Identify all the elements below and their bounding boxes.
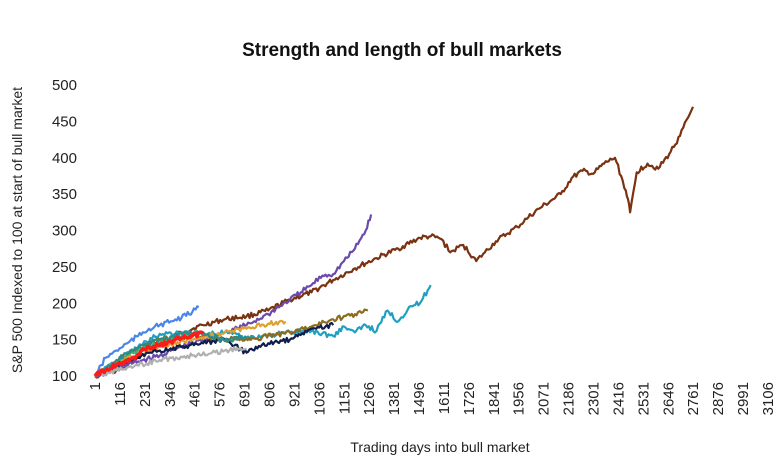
x-tick-label: 1151: [336, 382, 353, 414]
x-axis-label: Trading days into bull market: [350, 439, 529, 455]
series-line: [94, 330, 248, 378]
series-line: [94, 346, 248, 377]
x-tick-label: 231: [137, 382, 154, 407]
x-tick-label: 1381: [386, 382, 403, 415]
x-tick-label: 3106: [760, 382, 777, 415]
y-tick-label: 250: [52, 259, 77, 276]
x-tick-label: 2186: [561, 382, 578, 415]
x-tick-label: 1956: [511, 382, 528, 415]
x-tick-label: 1496: [411, 382, 428, 415]
series-line: [94, 305, 200, 377]
series-line: [94, 319, 287, 377]
x-tick-label: 2991: [735, 382, 752, 415]
x-tick-label: 921: [286, 382, 303, 407]
series-line: [93, 330, 205, 378]
y-axis-label: S&P 500 Indexed to 100 at start of bull …: [9, 87, 25, 373]
x-tick-label: 116: [112, 382, 129, 406]
x-tick-label: 1726: [461, 382, 478, 415]
x-tick-label: 691: [237, 382, 254, 407]
x-tick-label: 346: [162, 382, 179, 407]
y-axis-ticks: 100 150 200 250 300 350 400 450 500: [52, 77, 77, 385]
x-tick-label: 2646: [660, 382, 677, 415]
y-tick-label: 300: [52, 223, 77, 240]
series-line: [94, 214, 373, 378]
x-tick-label: 1611: [436, 382, 453, 414]
x-tick-label: 2071: [536, 382, 553, 415]
x-tick-label: 806: [261, 382, 278, 407]
y-tick-label: 350: [52, 186, 77, 203]
y-tick-label: 150: [52, 332, 77, 349]
x-axis-ticks: 1 116 231 346 461 576 691 806 921 1036 1151 1266 138…: [87, 382, 777, 415]
x-tick-label: 461: [187, 382, 204, 407]
x-tick-label: 1841: [486, 382, 503, 415]
y-tick-label: 450: [52, 113, 77, 130]
y-tick-label: 100: [52, 368, 77, 385]
y-tick-label: 400: [52, 150, 77, 167]
series-layer: [93, 106, 695, 379]
x-tick-label: 2876: [710, 382, 727, 415]
x-tick-label: 2761: [685, 382, 702, 415]
x-tick-label: 1266: [361, 382, 378, 415]
x-tick-label: 2416: [610, 382, 627, 415]
y-tick-label: 500: [52, 77, 77, 94]
x-tick-label: 2301: [586, 382, 603, 415]
x-tick-label: 1: [87, 382, 104, 390]
x-tick-label: 2531: [635, 382, 652, 415]
x-tick-label: 1036: [311, 382, 328, 415]
y-tick-label: 200: [52, 295, 77, 312]
chart-title: Strength and length of bull markets: [242, 40, 562, 61]
x-tick-label: 576: [212, 382, 229, 407]
